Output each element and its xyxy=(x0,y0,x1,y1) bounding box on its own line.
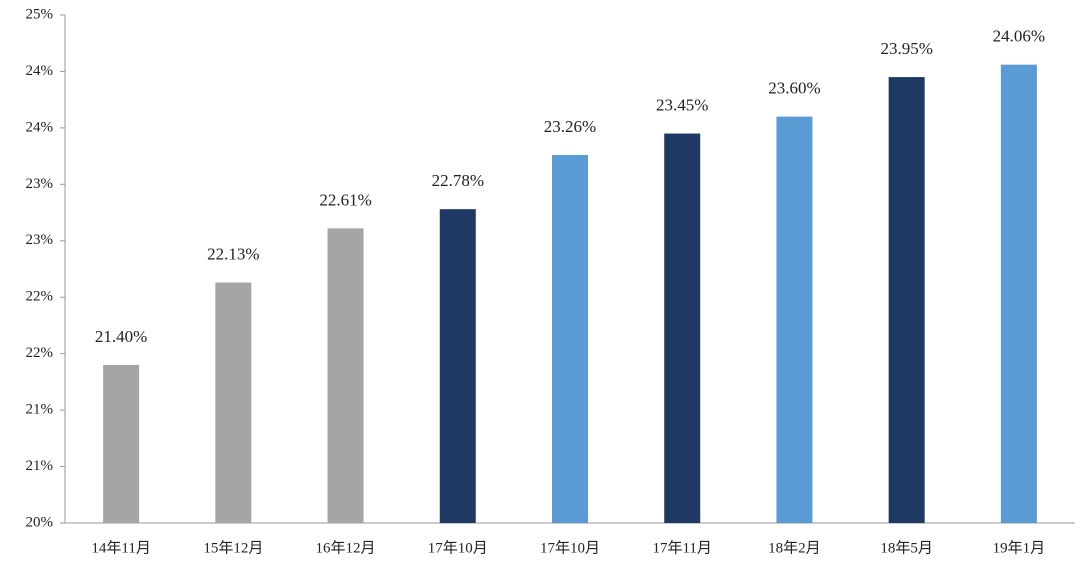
x-tick-label: 18年2月 xyxy=(768,539,821,556)
data-label: 22.13% xyxy=(207,244,259,263)
data-label: 22.61% xyxy=(319,190,371,209)
bar xyxy=(888,77,925,523)
x-tick-label: 17年10月 xyxy=(540,539,600,556)
data-label: 23.60% xyxy=(768,79,820,98)
x-tick-label: 19年1月 xyxy=(993,539,1046,556)
bar xyxy=(1000,64,1037,523)
y-tick-label: 25% xyxy=(26,6,54,22)
y-tick-label: 22% xyxy=(26,289,54,305)
bar xyxy=(215,282,252,523)
y-tick-label: 20% xyxy=(26,514,54,530)
data-label: 23.95% xyxy=(880,39,932,58)
x-tick-label: 18年5月 xyxy=(880,539,933,556)
x-tick-label: 17年10月 xyxy=(428,539,488,556)
data-label: 22.78% xyxy=(432,171,484,190)
bar xyxy=(776,116,813,523)
data-label: 23.45% xyxy=(656,95,708,114)
y-tick-label: 21% xyxy=(26,458,54,474)
data-label: 24.06% xyxy=(993,27,1045,46)
bar xyxy=(552,154,588,523)
x-tick-label: 16年12月 xyxy=(316,539,376,556)
data-label: 21.40% xyxy=(95,327,147,346)
y-tick-label: 21% xyxy=(26,402,54,418)
y-tick-label: 23% xyxy=(26,232,54,248)
y-tick-label: 24% xyxy=(26,63,54,79)
y-tick-label: 22% xyxy=(26,345,54,361)
x-tick-label: 17年11月 xyxy=(652,539,711,556)
y-tick-label: 24% xyxy=(26,119,54,135)
x-tick-label: 14年11月 xyxy=(91,539,150,556)
bar xyxy=(327,228,364,524)
data-label: 23.26% xyxy=(544,117,596,136)
x-tick-label: 15年12月 xyxy=(203,539,263,556)
bar xyxy=(664,133,701,524)
bar xyxy=(439,209,476,523)
bar xyxy=(103,364,140,523)
y-tick-label: 23% xyxy=(26,176,54,192)
